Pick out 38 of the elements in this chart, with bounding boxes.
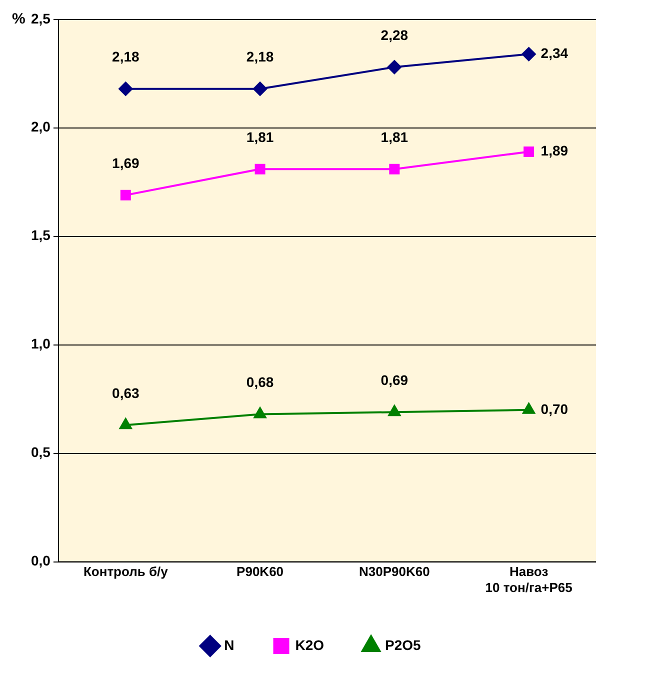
x-tick-label: N30P90K60 xyxy=(359,564,430,580)
data-label: 2,18 xyxy=(246,48,274,65)
y-axis-title: % xyxy=(12,10,26,28)
point xyxy=(388,405,401,416)
legend-label: K2O xyxy=(295,636,324,653)
x-tick-label: P90K60 xyxy=(236,564,284,580)
point xyxy=(119,418,132,430)
data-label: 2,34 xyxy=(540,44,568,61)
data-label: 1,81 xyxy=(380,128,408,145)
data-label: 2,18 xyxy=(112,48,140,65)
y-tick-label: 1,5 xyxy=(30,227,51,244)
data-label: 1,69 xyxy=(112,154,140,171)
data-label: 0,69 xyxy=(380,372,408,388)
point xyxy=(389,164,400,174)
data-label: 1,89 xyxy=(540,142,568,159)
y-tick-label: 0,5 xyxy=(30,444,51,460)
y-tick-label: 0,0 xyxy=(30,552,51,569)
x-tick-label: Контроль б/у xyxy=(83,564,169,580)
point xyxy=(522,402,536,414)
point xyxy=(253,82,268,96)
data-label: 2,28 xyxy=(380,26,408,43)
data-label: 1,81 xyxy=(246,128,274,145)
legend-label: N xyxy=(224,636,234,653)
point xyxy=(522,47,536,62)
point xyxy=(254,407,266,418)
y-tick-label: 2,0 xyxy=(30,118,51,135)
y-tick-label: 1,0 xyxy=(30,336,51,352)
point xyxy=(254,164,266,174)
data-label: 0,63 xyxy=(112,384,140,401)
y-tick-label: 2,5 xyxy=(30,10,51,26)
point xyxy=(387,60,402,74)
data-label: 0,70 xyxy=(540,400,568,417)
x-tick-label: Навоз 10 тон/га+P65 xyxy=(485,564,572,595)
point xyxy=(524,146,534,157)
point xyxy=(118,82,133,96)
legend-label: P2O5 xyxy=(385,636,422,653)
point xyxy=(120,190,131,200)
data-label: 0,68 xyxy=(246,374,274,390)
